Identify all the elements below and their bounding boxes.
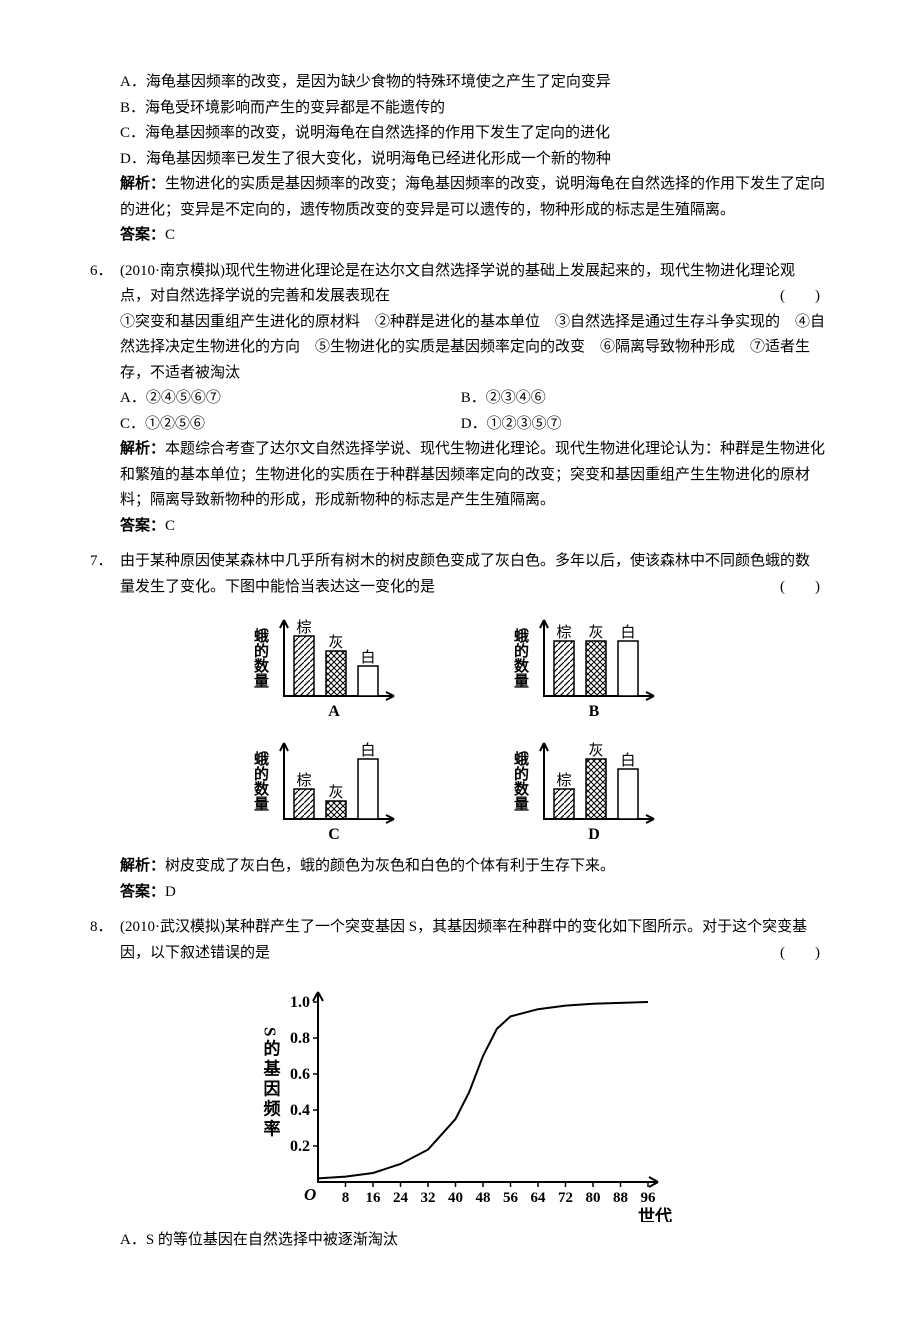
q5-option-d: D．海龟基因频率已发生了很大变化，说明海龟已经进化形成一个新的物种 <box>90 147 830 173</box>
svg-text:72: 72 <box>558 1190 573 1206</box>
svg-text:C: C <box>328 826 340 843</box>
q7-answer: 答案：D <box>90 880 830 906</box>
svg-text:1.0: 1.0 <box>290 994 310 1011</box>
q7-block: 7．由于某种原因使某森林中几乎所有树木的树皮颜色变成了灰白色。多年以后，使该森林… <box>90 549 830 905</box>
svg-text:棕: 棕 <box>556 624 571 641</box>
svg-text:0.2: 0.2 <box>290 1138 310 1155</box>
svg-text:棕: 棕 <box>296 772 311 789</box>
svg-text:D: D <box>588 826 600 843</box>
svg-text:A: A <box>328 703 340 720</box>
q5-option-c: C．海龟基因频率的改变，说明海龟在自然选择的作用下发生了定向的进化 <box>90 121 830 147</box>
q6-stem-text: (2010·南京模拟)现代生物进化理论是在达尔文自然选择学说的基础上发展起来的，… <box>120 263 795 305</box>
q5-option-b: B．海龟受环境影响而产生的变异都是不能遗传的 <box>90 96 830 122</box>
svg-text:24: 24 <box>393 1190 409 1206</box>
q7-paren: ( ) <box>780 575 820 601</box>
q5-answer: 答案：C <box>90 223 830 249</box>
q6-answer: 答案：C <box>90 514 830 540</box>
q7-chart-d: 蛾的数量 棕灰白 D <box>510 731 670 846</box>
svg-text:0.4: 0.4 <box>290 1102 310 1119</box>
q6-stem: (2010·南京模拟)现代生物进化理论是在达尔文自然选择学说的基础上发展起来的，… <box>120 259 820 310</box>
q6-ans-text: C <box>165 518 175 534</box>
svg-text:56: 56 <box>503 1190 519 1206</box>
svg-text:蛾的数量: 蛾的数量 <box>252 750 269 811</box>
svg-text:B: B <box>589 703 600 720</box>
svg-text:S的基因频率: S的基因频率 <box>261 1027 282 1139</box>
q7-number: 7． <box>90 549 120 575</box>
svg-text:0.8: 0.8 <box>290 1030 310 1047</box>
q8-stem-text: (2010·武汉模拟)某种群产生了一个突变基因 S，其基因频率在种群中的变化如下… <box>120 919 807 961</box>
svg-text:蛾的数量: 蛾的数量 <box>512 627 529 688</box>
q6-number: 6． <box>90 259 120 285</box>
q5-ans-label: 答案： <box>120 227 165 243</box>
svg-text:白: 白 <box>360 742 375 759</box>
q6-opts-row2: C．①②⑤⑥ D．①②③⑤⑦ <box>90 412 830 438</box>
svg-text:蛾的数量: 蛾的数量 <box>512 750 529 811</box>
q8-stem: (2010·武汉模拟)某种群产生了一个突变基因 S，其基因频率在种群中的变化如下… <box>120 915 820 966</box>
q6-list: ①突变和基因重组产生进化的原材料 ②种群是进化的基本单位 ③自然选择是通过生存斗… <box>90 310 830 387</box>
q6-explanation: 解析：本题综合考查了达尔文自然选择学说、现代生物进化理论。现代生物进化理论认为：… <box>90 437 830 514</box>
svg-text:32: 32 <box>421 1190 436 1206</box>
svg-text:灰: 灰 <box>328 784 343 801</box>
q6-exp-text: 本题综合考查了达尔文自然选择学说、现代生物进化理论。现代生物进化理论认为：种群是… <box>120 441 825 508</box>
q8-stem-row: 8．(2010·武汉模拟)某种群产生了一个突变基因 S，其基因频率在种群中的变化… <box>90 915 830 966</box>
svg-text:蛾的数量: 蛾的数量 <box>252 627 269 688</box>
q7-ans-text: D <box>165 884 176 900</box>
q6-ans-label: 答案： <box>120 518 165 534</box>
svg-text:88: 88 <box>613 1190 628 1206</box>
q8-paren: ( ) <box>780 941 820 967</box>
svg-text:白: 白 <box>620 624 635 641</box>
q5-block: A．海龟基因频率的改变，是因为缺少食物的特殊环境使之产生了定向变异 B．海龟受环… <box>90 70 830 249</box>
q6-option-d: D．①②③⑤⑦ <box>461 412 830 438</box>
svg-text:灰: 灰 <box>588 742 603 759</box>
q5-exp-text: 生物进化的实质是基因频率的改变；海龟基因频率的改变，说明海龟在自然选择的作用下发… <box>120 176 825 218</box>
svg-text:80: 80 <box>586 1190 601 1206</box>
svg-text:48: 48 <box>476 1190 491 1206</box>
q6-opts-row1: A．②④⑤⑥⑦ B．②③④⑥ <box>90 386 830 412</box>
svg-text:40: 40 <box>448 1190 463 1206</box>
svg-text:64: 64 <box>531 1190 547 1206</box>
q7-stem-text: 由于某种原因使某森林中几乎所有树木的树皮颜色变成了灰白色。多年以后，使该森林中不… <box>120 553 810 595</box>
q6-block: 6．(2010·南京模拟)现代生物进化理论是在达尔文自然选择学说的基础上发展起来… <box>90 259 830 540</box>
q7-chart-c: 蛾的数量 棕灰 白 C <box>250 731 410 846</box>
q7-stem-row: 7．由于某种原因使某森林中几乎所有树木的树皮颜色变成了灰白色。多年以后，使该森林… <box>90 549 830 600</box>
q6-option-a: A．②④⑤⑥⑦ <box>120 386 461 412</box>
q7-ans-label: 答案： <box>120 884 165 900</box>
svg-text:棕: 棕 <box>556 772 571 789</box>
svg-text:96: 96 <box>641 1190 657 1206</box>
svg-text:O: O <box>304 1185 316 1204</box>
q7-stem: 由于某种原因使某森林中几乎所有树木的树皮颜色变成了灰白色。多年以后，使该森林中不… <box>120 549 820 600</box>
svg-text:0.6: 0.6 <box>290 1066 310 1083</box>
q5-exp-label: 解析： <box>120 176 165 192</box>
q7-chart-b: 蛾的数量 棕灰白 B <box>510 608 670 723</box>
q8-option-a: A．S 的等位基因在自然选择中被逐渐淘汰 <box>90 1228 830 1254</box>
svg-text:灰: 灰 <box>328 634 343 651</box>
svg-text:8: 8 <box>342 1190 350 1206</box>
svg-text:白: 白 <box>620 752 635 769</box>
q7-charts-row2: 蛾的数量棕灰白C 蛾的数量棕灰白D <box>90 731 830 846</box>
q7-charts-row1: 蛾的数量棕灰白A 蛾的数量棕灰白B <box>90 608 830 723</box>
q6-stem-row: 6．(2010·南京模拟)现代生物进化理论是在达尔文自然选择学说的基础上发展起来… <box>90 259 830 310</box>
q7-exp-label: 解析： <box>120 858 165 874</box>
q8-number: 8． <box>90 915 120 941</box>
q5-option-a: A．海龟基因频率的改变，是因为缺少食物的特殊环境使之产生了定向变异 <box>90 70 830 96</box>
q5-ans-text: C <box>165 227 175 243</box>
svg-text:灰: 灰 <box>588 624 603 641</box>
q7-chart-a: 蛾的数量 棕灰白 A <box>250 608 410 723</box>
q5-explanation: 解析：生物进化的实质是基因频率的改变；海龟基因频率的改变，说明海龟在自然选择的作… <box>90 172 830 223</box>
svg-text:白: 白 <box>360 649 375 666</box>
svg-text:棕: 棕 <box>296 619 311 636</box>
q8-chart: 0.2 0.4 0.6 0.8 1.0 8 16 24 32 40 48 56 64 72 80 88 96 O S… <box>90 972 830 1222</box>
q6-paren: ( ) <box>780 284 820 310</box>
svg-text:世代: 世代 <box>638 1206 672 1222</box>
q6-exp-label: 解析： <box>120 441 165 457</box>
q7-explanation: 解析：树皮变成了灰白色，蛾的颜色为灰色和白色的个体有利于生存下来。 <box>90 854 830 880</box>
q7-exp-text: 树皮变成了灰白色，蛾的颜色为灰色和白色的个体有利于生存下来。 <box>165 858 615 874</box>
svg-text:16: 16 <box>366 1190 382 1206</box>
q6-option-b: B．②③④⑥ <box>461 386 830 412</box>
q8-block: 8．(2010·武汉模拟)某种群产生了一个突变基因 S，其基因频率在种群中的变化… <box>90 915 830 1254</box>
q6-option-c: C．①②⑤⑥ <box>120 412 461 438</box>
